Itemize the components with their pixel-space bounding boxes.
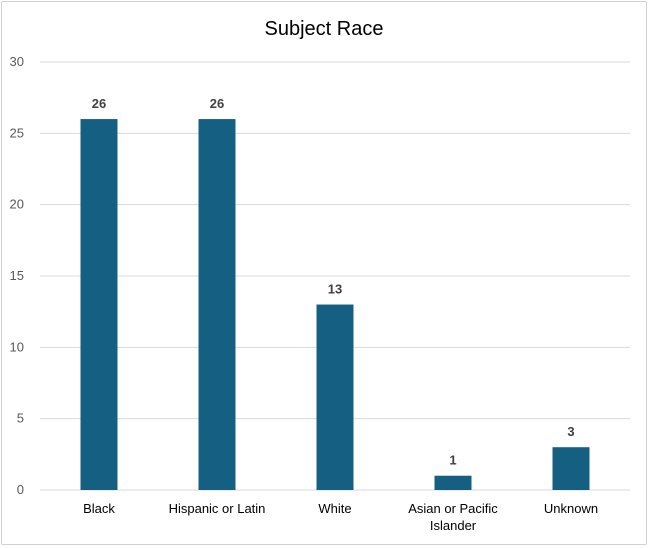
bar [316,304,354,490]
y-tick-label: 15 [10,268,24,283]
gridlines [40,61,630,491]
x-tick-label: Asian or Pacific Islander [408,501,498,533]
x-tick-label: Unknown [544,501,598,516]
data-label: 26 [210,96,224,111]
bar [198,119,236,491]
bar [434,475,472,490]
chart-title: Subject Race [265,18,384,40]
x-axis: Black Hispanic or Latin White Asian or Paci… [83,501,598,533]
x-tick-label: Hispanic or Latin [169,501,266,516]
y-tick-label: 20 [10,197,24,212]
data-label: 1 [449,453,456,468]
bar [552,447,590,490]
data-label: 3 [567,424,574,439]
y-tick-label: 25 [10,125,24,140]
y-tick-label: 0 [17,482,24,497]
y-axis: 0 5 10 15 20 25 30 [10,54,24,497]
bar [80,119,118,491]
y-tick-label: 5 [17,411,24,426]
x-tick-label: Black [83,501,115,516]
x-tick-label: White [318,501,351,516]
bars [80,119,590,491]
data-label: 26 [92,96,106,111]
data-label: 13 [328,282,342,297]
y-tick-label: 10 [10,339,24,354]
y-tick-label: 30 [10,54,24,69]
